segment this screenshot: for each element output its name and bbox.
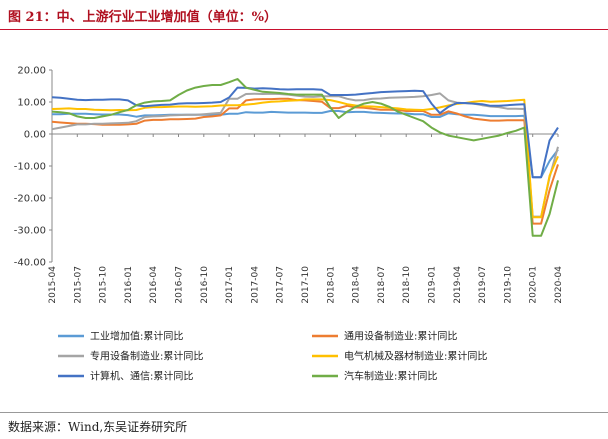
y-tick-label: -40.00 xyxy=(14,258,46,269)
series-line-4 xyxy=(51,98,559,219)
series-line-2 xyxy=(51,97,559,225)
legend-label: 工业增加值:累计同比 xyxy=(90,330,183,343)
x-tick-label: 2019-10 xyxy=(503,266,513,304)
series-line-1 xyxy=(52,110,559,179)
x-tick-label: 2017-10 xyxy=(301,266,311,304)
legend-label: 专用设备制造业:累计同比 xyxy=(90,350,203,363)
legend-label: 计算机、通信:累计同比 xyxy=(90,370,193,383)
series-line-6 xyxy=(51,78,559,237)
x-tick-label: 2018-04 xyxy=(352,266,362,304)
y-tick-label: -30.00 xyxy=(14,226,46,237)
x-tick-label: 2015-04 xyxy=(48,266,58,304)
x-tick-label: 2016-07 xyxy=(175,266,185,304)
y-tick-label: -20.00 xyxy=(14,194,46,205)
x-tick-label: 2018-01 xyxy=(326,266,336,304)
x-tick-label: 2016-01 xyxy=(124,266,134,304)
title-bar: 图 21：中、上游行业工业增加值（单位：%） xyxy=(0,0,608,30)
x-tick-label: 2019-07 xyxy=(478,266,488,304)
y-tick-label: 20.00 xyxy=(17,66,46,77)
x-tick-label: 2017-01 xyxy=(225,266,235,304)
chart-title: 图 21：中、上游行业工业增加值（单位：%） xyxy=(8,10,277,25)
x-tick-label: 2020-04 xyxy=(554,266,564,304)
legend-label: 电气机械及器材制造业:累计同比 xyxy=(344,350,487,363)
x-tick-label: 2015-10 xyxy=(99,266,109,304)
x-tick-label: 2016-10 xyxy=(200,266,210,304)
y-tick-label: 0.00 xyxy=(24,130,46,141)
x-tick-label: 2015-07 xyxy=(73,266,83,304)
x-tick-label: 2017-04 xyxy=(250,266,260,304)
y-tick-label: 10.00 xyxy=(17,98,46,109)
x-tick-label: 2019-01 xyxy=(428,266,438,304)
x-tick-label: 2020-01 xyxy=(529,266,539,304)
x-tick-label: 2017-07 xyxy=(276,266,286,304)
x-tick-label: 2019-04 xyxy=(453,266,463,304)
footer-divider xyxy=(0,412,608,413)
source-note: 数据来源：Wind,东吴证券研究所 xyxy=(8,420,188,434)
y-tick-label: -10.00 xyxy=(14,162,46,173)
line-chart: 20.0010.000.00-10.00-20.00-30.00-40.0020… xyxy=(14,66,564,383)
legend-label: 通用设备制造业:累计同比 xyxy=(344,330,457,343)
legend-label: 汽车制造业:累计同比 xyxy=(344,370,437,383)
x-tick-label: 2018-07 xyxy=(377,266,387,304)
x-tick-label: 2016-04 xyxy=(149,266,159,304)
x-tick-label: 2018-10 xyxy=(402,266,412,304)
